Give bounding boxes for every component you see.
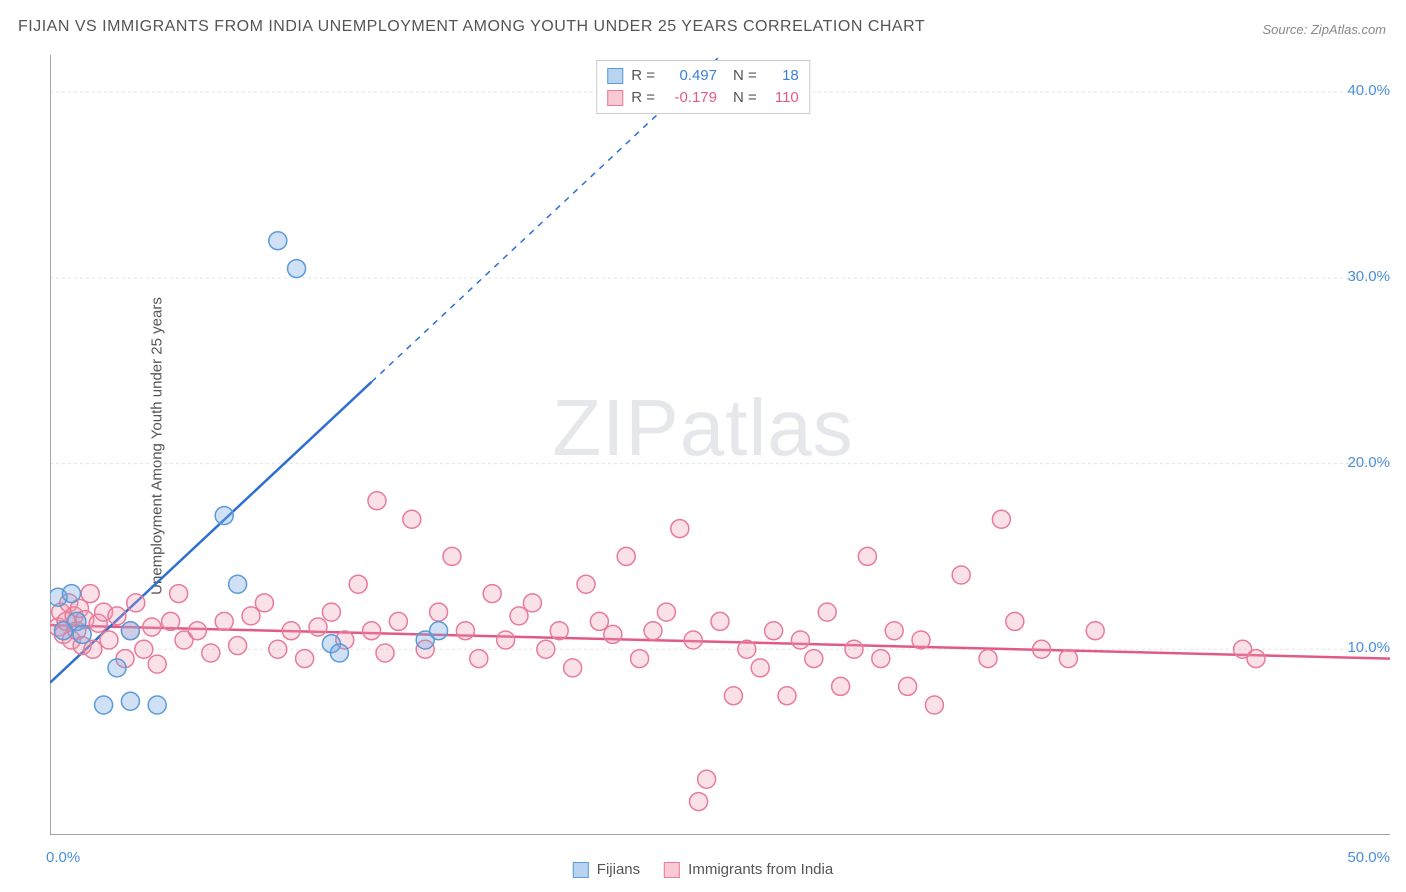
legend-swatch: [607, 68, 623, 84]
y-tick-label: 30.0%: [1347, 268, 1390, 285]
y-tick-label: 20.0%: [1347, 454, 1390, 471]
x-tick-label: 0.0%: [46, 849, 80, 866]
x-tick-label: 50.0%: [1347, 849, 1390, 866]
chart-title: FIJIAN VS IMMIGRANTS FROM INDIA UNEMPLOY…: [18, 18, 925, 36]
legend-item: Fijians: [573, 861, 640, 878]
legend-row: R = -0.179 N = 110: [607, 87, 799, 109]
source-attribution: Source: ZipAtlas.com: [1262, 22, 1386, 37]
correlation-legend: R = 0.497 N = 18 R = -0.179 N = 110: [596, 60, 810, 114]
scatter-chart: [50, 55, 1390, 835]
legend-swatch: [573, 862, 589, 878]
legend-row: R = 0.497 N = 18: [607, 65, 799, 87]
y-tick-label: 10.0%: [1347, 639, 1390, 656]
legend-item: Immigrants from India: [664, 861, 833, 878]
legend-swatch: [664, 862, 680, 878]
series-legend: Fijians Immigrants from India: [573, 861, 833, 878]
y-tick-label: 40.0%: [1347, 82, 1390, 99]
legend-swatch: [607, 90, 623, 106]
